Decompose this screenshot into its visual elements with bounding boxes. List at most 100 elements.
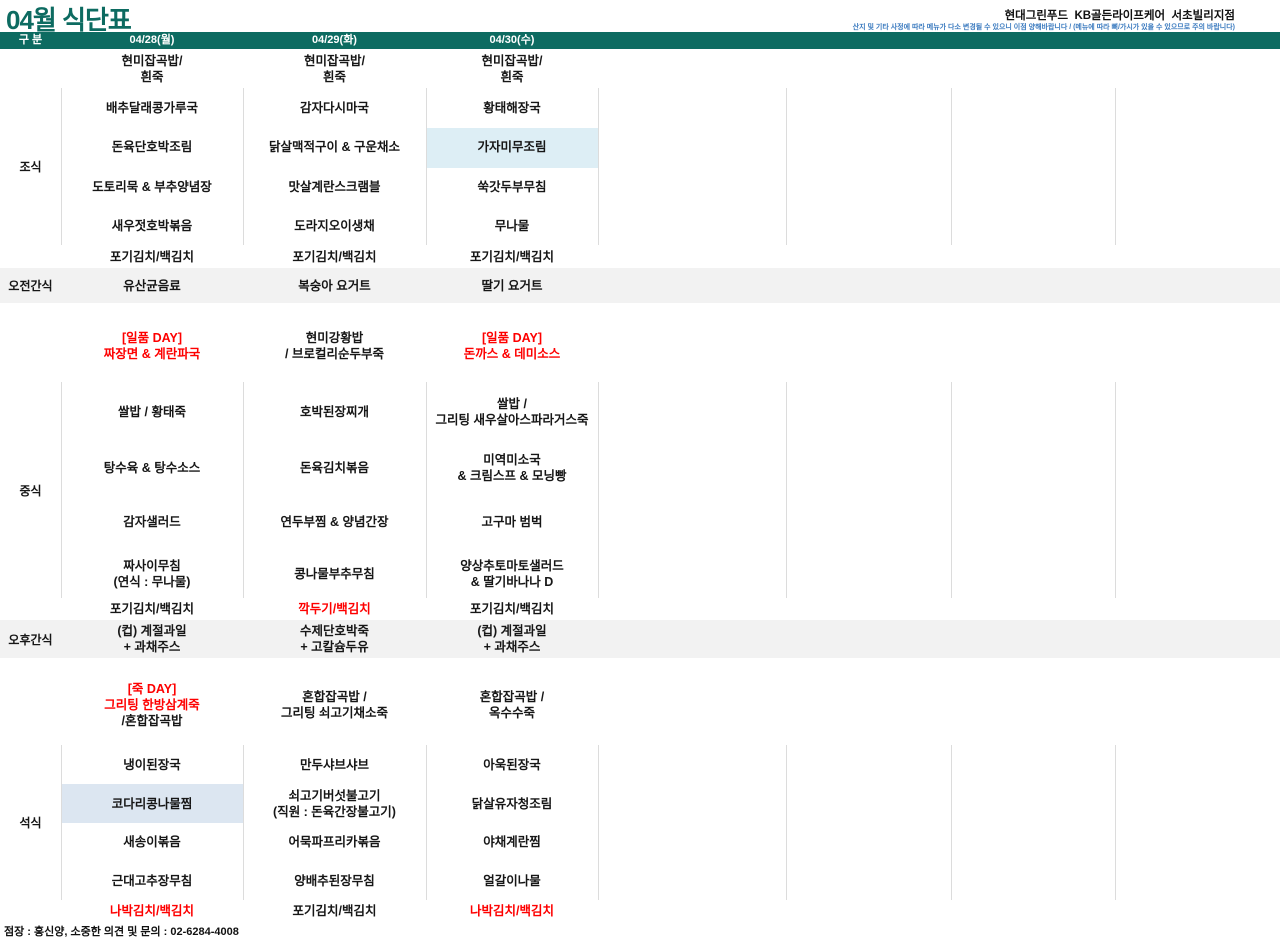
page-title: 04월 식단표 [6, 5, 132, 35]
snack-cell: 딸기 요거트 [481, 278, 543, 293]
kimchi-cell: 포기김치/백김치 [470, 602, 554, 616]
menu-cell: 새우젓호박볶음 [111, 218, 193, 233]
row-label-am-snack: 오전간식 [8, 279, 53, 293]
kimchi-cell: 나박김치/백김치 [470, 904, 554, 918]
snack-cell: (컵) 계절과일 + 과채주스 [117, 624, 187, 654]
menu-cell: 배추달래콩가루국 [105, 100, 198, 115]
header-date-mon: 04/28(월) [129, 34, 175, 46]
disclaimer-text: 산지 및 기타 사정에 따라 메뉴가 다소 변경될 수 있으니 이점 양해바랍니… [852, 24, 1235, 31]
column-divider [61, 382, 62, 598]
column-divider [243, 88, 244, 245]
menu-cell: 현미잡곡밥/ 흰죽 [304, 54, 365, 84]
menu-cell: 콩나물부추무침 [294, 566, 375, 581]
column-divider [426, 88, 427, 245]
menu-cell: 코다리콩나물찜 [111, 796, 193, 811]
am-snack-band [0, 268, 1280, 303]
highlight-cell-breakfast [427, 128, 598, 168]
kimchi-cell: 포기김치/백김치 [110, 602, 194, 616]
menu-cell: 가자미무조림 [477, 140, 547, 154]
menu-cell: 도라지오이생채 [294, 218, 375, 233]
menu-cell: 감자샐러드 [123, 514, 181, 529]
column-divider [786, 382, 787, 598]
pm-snack-band [0, 620, 1280, 658]
column-divider [786, 745, 787, 900]
menu-cell: 짜사이무침 (연식 : 무나물) [113, 558, 191, 589]
menu-cell: 닭살유자청조림 [471, 796, 553, 811]
menu-cell: 현미잡곡밥/ 흰죽 [121, 54, 183, 84]
column-divider [61, 745, 62, 900]
column-divider [1115, 382, 1116, 598]
menu-cell: 돈육김치볶음 [299, 460, 369, 475]
kimchi-cell: 포기김치/백김치 [292, 249, 377, 264]
menu-cell: 쑥갓두부무침 [477, 179, 547, 194]
special-day-cell: [일품 DAY] 짜장면 & 계란파국 [103, 331, 201, 361]
menu-cell: 호박된장찌개 [299, 404, 369, 419]
menu-cell: 미역미소국 & 크림스프 & 모닝빵 [457, 452, 567, 483]
special-day-cell: [일품 DAY] 돈까스 & 데미소스 [463, 331, 561, 361]
menu-cell: 야채계란찜 [483, 835, 541, 849]
column-divider [1115, 745, 1116, 900]
menu-cell: 황태해장국 [483, 100, 541, 115]
menu-cell: 냉이된장국 [123, 757, 181, 772]
column-divider [243, 745, 244, 900]
header-date-wed: 04/30(수) [489, 34, 535, 46]
header-category: 구 분 [18, 34, 43, 46]
footer-contact: 점장 : 홍신양, 소중한 의견 및 문의 : 02-6284-4008 [4, 926, 239, 938]
special-day-cell: 혼합잡곡밥 / 옥수수죽 [479, 690, 545, 720]
column-divider [1115, 88, 1116, 245]
menu-cell: 근대고추장무침 [111, 873, 193, 888]
kimchi-cell: 포기김치/백김치 [110, 249, 194, 264]
menu-cell: 연두부찜 & 양념간장 [280, 514, 389, 529]
column-divider [951, 745, 952, 900]
kimchi-cell: 깍두기/백김치 [298, 602, 371, 616]
kimchi-cell: 나박김치/백김치 [110, 904, 194, 918]
highlight-cell-dinner [62, 784, 243, 823]
snack-cell: (컵) 계절과일 + 과채주스 [477, 624, 547, 654]
menu-cell: 얼갈이나물 [483, 873, 541, 888]
kimchi-cell: 포기김치/백김치 [470, 249, 554, 264]
column-divider [426, 382, 427, 598]
brand-line: 현대그린푸드 KB골든라이프케어 서초빌리지점 [1004, 10, 1235, 22]
menu-cell: 현미잡곡밥/ 흰죽 [481, 54, 543, 84]
special-day-cell: [죽 DAY] 그리팅 한방삼계죽 /혼합잡곡밥 [104, 682, 200, 728]
menu-cell: 어묵파프리카볶음 [288, 835, 381, 849]
header-date-tue: 04/29(화) [312, 34, 357, 46]
menu-cell: 무나물 [494, 218, 530, 233]
row-label-pm-snack: 오후간식 [8, 632, 53, 647]
snack-cell: 복숭아 요거트 [298, 278, 371, 293]
menu-cell: 양상추토마토샐러드 & 딸기바나나 D [460, 558, 564, 589]
column-divider [598, 745, 599, 900]
special-day-cell: 현미강황밥 / 브로컬리순두부죽 [285, 331, 384, 361]
column-divider [786, 88, 787, 245]
menu-cell: 도토리묵 & 부추양념장 [92, 179, 212, 194]
snack-cell: 수제단호박죽 + 고칼슘두유 [299, 624, 369, 654]
menu-cell: 닭살맥적구이 & 구운채소 [269, 140, 400, 154]
column-divider [61, 88, 62, 245]
menu-cell: 쇠고기버섯불고기 (직원 : 돈육간장불고기) [273, 788, 396, 819]
menu-cell: 만두샤브샤브 [299, 757, 369, 772]
menu-cell: 양배추된장무침 [294, 873, 375, 888]
menu-cell: 새송이볶음 [123, 835, 181, 849]
column-divider [598, 382, 599, 598]
row-label-lunch: 중식 [19, 483, 42, 498]
column-divider [243, 382, 244, 598]
menu-cell: 쌀밥 / 그리팅 새우살아스파라거스죽 [435, 396, 589, 427]
column-divider [951, 88, 952, 245]
special-day-cell: 혼합잡곡밥 / 그리팅 쇠고기채소죽 [281, 690, 388, 720]
menu-cell: 아욱된장국 [483, 757, 541, 772]
column-divider [951, 382, 952, 598]
table-header-band [0, 32, 1280, 49]
column-divider [598, 88, 599, 245]
menu-cell: 고구마 범벅 [481, 514, 543, 529]
menu-cell: 돈육단호박조림 [111, 140, 193, 154]
menu-cell: 쌀밥 / 황태죽 [118, 404, 186, 419]
row-label-breakfast: 조식 [19, 160, 42, 174]
menu-cell: 탕수육 & 탕수소스 [103, 460, 201, 475]
menu-cell: 감자다시마국 [299, 100, 369, 115]
row-label-dinner: 석식 [19, 816, 42, 830]
column-divider [426, 745, 427, 900]
kimchi-cell: 포기김치/백김치 [292, 904, 377, 918]
menu-cell: 맛살계란스크램블 [288, 179, 381, 194]
snack-cell: 유산균음료 [123, 278, 181, 293]
